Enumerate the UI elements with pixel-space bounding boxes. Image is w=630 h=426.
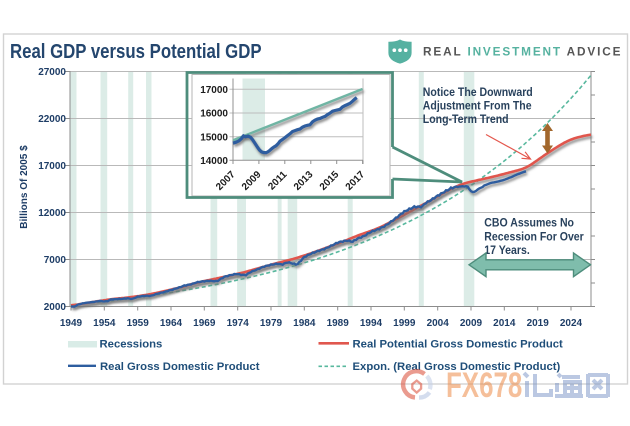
svg-text:1974: 1974	[227, 318, 250, 329]
svg-text:FX678: FX678	[446, 365, 522, 405]
svg-text:Real Potential Gross Domestic: Real Potential Gross Domestic Product	[353, 339, 564, 351]
svg-text:12000: 12000	[38, 208, 66, 219]
svg-text:14000: 14000	[200, 156, 228, 167]
svg-text:1964: 1964	[160, 318, 183, 329]
svg-text:1959: 1959	[127, 318, 150, 329]
svg-text:16000: 16000	[200, 109, 228, 120]
svg-text:Recessions: Recessions	[100, 339, 163, 351]
svg-text:1949: 1949	[60, 318, 83, 329]
svg-text:7000: 7000	[44, 255, 67, 266]
svg-text:2009: 2009	[460, 318, 483, 329]
svg-text:17000: 17000	[200, 85, 228, 96]
svg-text:1969: 1969	[193, 318, 216, 329]
svg-text:2014: 2014	[493, 318, 516, 329]
svg-text:17 Years.: 17 Years.	[484, 245, 529, 258]
svg-text:1989: 1989	[327, 318, 350, 329]
svg-text:REAL INVESTMENT ADVICE: REAL INVESTMENT ADVICE	[423, 45, 622, 59]
svg-text:2024: 2024	[560, 318, 583, 329]
svg-text:Recession For Over: Recession For Over	[484, 231, 584, 244]
svg-text:2019: 2019	[527, 318, 550, 329]
svg-text:2000: 2000	[44, 302, 67, 313]
svg-text:Adjustment From The: Adjustment From The	[423, 100, 532, 113]
svg-text:Billions Of 2005 $: Billions Of 2005 $	[19, 145, 30, 229]
svg-text:1994: 1994	[360, 318, 383, 329]
svg-text:15000: 15000	[200, 132, 228, 143]
svg-text:1954: 1954	[93, 318, 116, 329]
svg-text:27000: 27000	[38, 67, 66, 78]
svg-text:1979: 1979	[260, 318, 283, 329]
svg-text:Real GDP versus Potential GDP: Real GDP versus Potential GDP	[10, 40, 262, 63]
svg-text:Notice The Downward: Notice The Downward	[423, 87, 533, 100]
svg-text:1999: 1999	[393, 318, 416, 329]
svg-text:CBO Assumes No: CBO Assumes No	[484, 217, 574, 230]
svg-text:Long-Term Trend: Long-Term Trend	[423, 114, 509, 127]
svg-text:22000: 22000	[38, 114, 66, 125]
svg-text:2004: 2004	[427, 318, 450, 329]
svg-text:17000: 17000	[38, 161, 66, 172]
svg-text:Expon. (Real Gross Domestic Pr: Expon. (Real Gross Domestic Product)	[353, 361, 561, 373]
svg-text:Real Gross Domestic Product: Real Gross Domestic Product	[100, 361, 260, 373]
svg-text:1984: 1984	[293, 318, 316, 329]
